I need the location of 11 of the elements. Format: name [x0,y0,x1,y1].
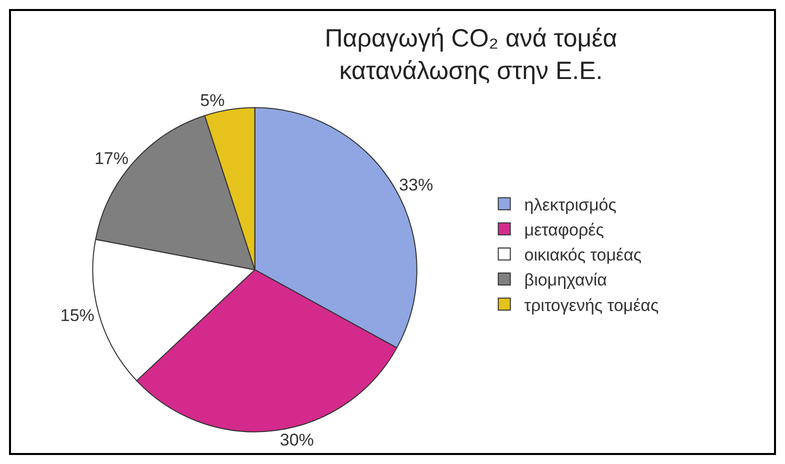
chart-title: Παραγωγή CO₂ ανά τομέα κατανάλωσης στην Ε.Ε. [324,24,618,85]
legend-label: τριτογενής τομέας [524,296,659,315]
data-label: 33% [399,175,434,194]
data-label: 17% [94,148,128,168]
data-label: 5% [200,90,225,110]
data-label: 15% [60,306,94,326]
legend-label: βιομηχανία [524,270,608,290]
legend-label: μεταφορές [524,220,604,240]
legend-label: ηλεκτρισμός [524,195,616,214]
legend-label: οικιακός τομέας [524,246,642,265]
data-label: 30% [280,430,314,450]
